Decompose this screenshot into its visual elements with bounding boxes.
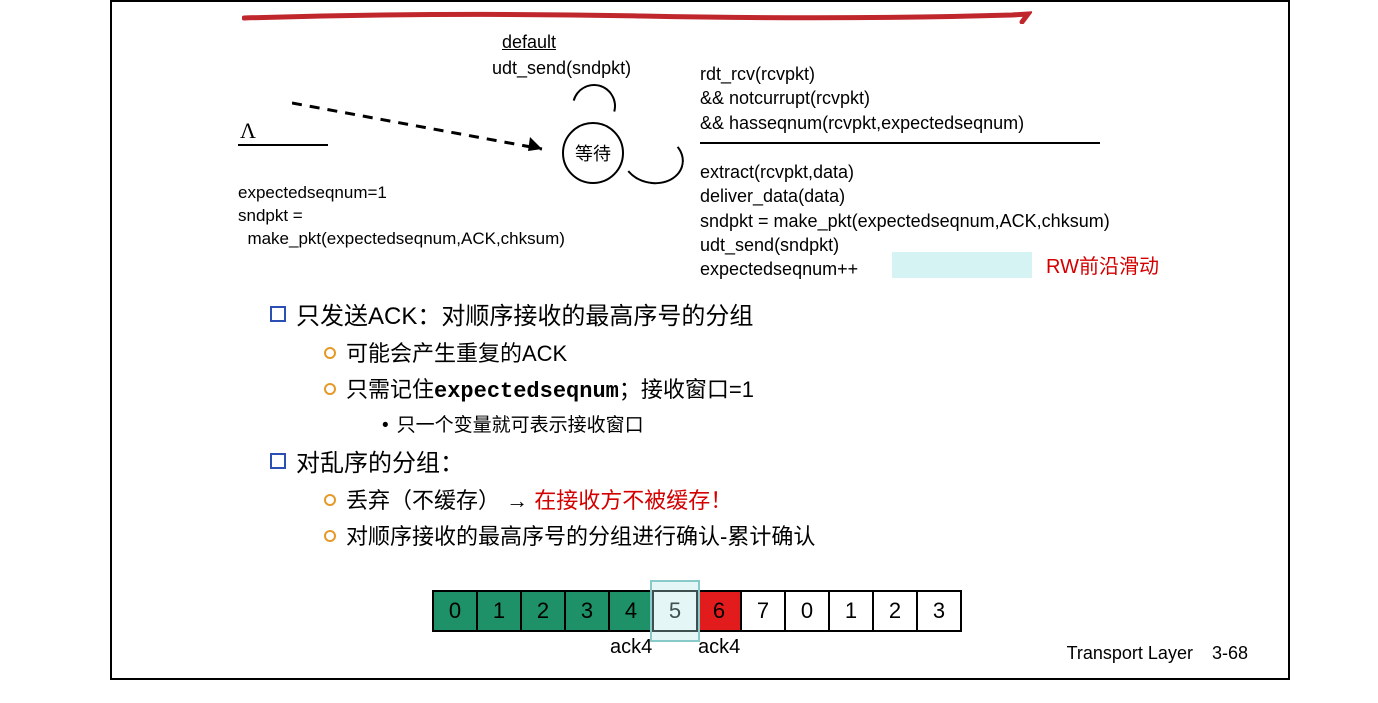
seq-cell: 1 — [476, 590, 522, 632]
bullet-send-ack: 只发送ACK：对顺序接收的最高序号的分组 — [270, 298, 1170, 335]
footer-label: Transport Layer — [1067, 643, 1193, 663]
rw-label: RW前沿滑动 — [1046, 250, 1159, 279]
seq-cell: 3 — [916, 590, 962, 632]
fsm-default-action: udt_send(sndpkt) — [492, 58, 631, 79]
bullet-out-of-order: 对乱序的分组： — [270, 445, 1170, 482]
red-marker-underline — [242, 10, 1032, 24]
fsm-event-rule — [700, 142, 1100, 144]
circle-bullet-icon — [324, 347, 336, 359]
slide-frame: default udt_send(sndpkt) 等待 Λ expectedse… — [110, 0, 1290, 680]
fsm-default-label: default — [502, 32, 556, 53]
seq-cell: 2 — [872, 590, 918, 632]
state-wait: 等待 — [562, 122, 624, 184]
ack-label-2: ack4 — [698, 636, 740, 659]
lambda-symbol: Λ — [240, 118, 256, 144]
seq-cell: 2 — [520, 590, 566, 632]
square-bullet-icon — [270, 306, 286, 322]
fsm-init-block: expectedseqnum=1 sndpkt = make_pkt(expec… — [238, 182, 565, 251]
bullet-discard: 丢弃（不缓存） → 在接收方不被缓存！ — [324, 484, 1170, 518]
seq-cell: 1 — [828, 590, 874, 632]
page-number: 3-68 — [1212, 643, 1248, 663]
circle-bullet-icon — [324, 530, 336, 542]
bullet-list: 只发送ACK：对顺序接收的最高序号的分组 可能会产生重复的ACK 只需记住exp… — [270, 298, 1170, 556]
seq-cell: 0 — [784, 590, 830, 632]
sequence-diagram: 012345670123 ack4 ack4 — [432, 590, 1152, 632]
seq-cell: 7 — [740, 590, 786, 632]
seq-cell: 6 — [696, 590, 742, 632]
fsm-event-block: rdt_rcv(rcvpkt) && notcurrupt(rcvpkt) &&… — [700, 62, 1024, 135]
seq-cell: 4 — [608, 590, 654, 632]
fsm-diagram: default udt_send(sndpkt) 等待 Λ expectedse… — [232, 32, 1212, 292]
circle-bullet-icon — [324, 494, 336, 506]
ack-label-1: ack4 — [610, 636, 652, 659]
seq-cell: 0 — [432, 590, 478, 632]
rw-highlight — [892, 252, 1032, 278]
bullet-one-var: •只一个变量就可表示接收窗口 — [382, 411, 1170, 440]
circle-bullet-icon — [324, 383, 336, 395]
seq-cell: 3 — [564, 590, 610, 632]
square-bullet-icon — [270, 453, 286, 469]
self-loop-right — [618, 129, 688, 189]
bullet-dup-ack: 可能会产生重复的ACK — [324, 337, 1170, 371]
slide-footer: Transport Layer 3-68 — [1067, 643, 1248, 664]
seq-cell: 5 — [652, 590, 698, 632]
dot-bullet-icon: • — [382, 415, 389, 436]
init-dashed-arrow — [292, 87, 562, 167]
sequence-row: 012345670123 — [432, 590, 1152, 632]
bullet-cumulative: 对顺序接收的最高序号的分组进行确认-累计确认 — [324, 520, 1170, 554]
bullet-expectedseqnum: 只需记住expectedseqnum；接收窗口=1 — [324, 373, 1170, 409]
